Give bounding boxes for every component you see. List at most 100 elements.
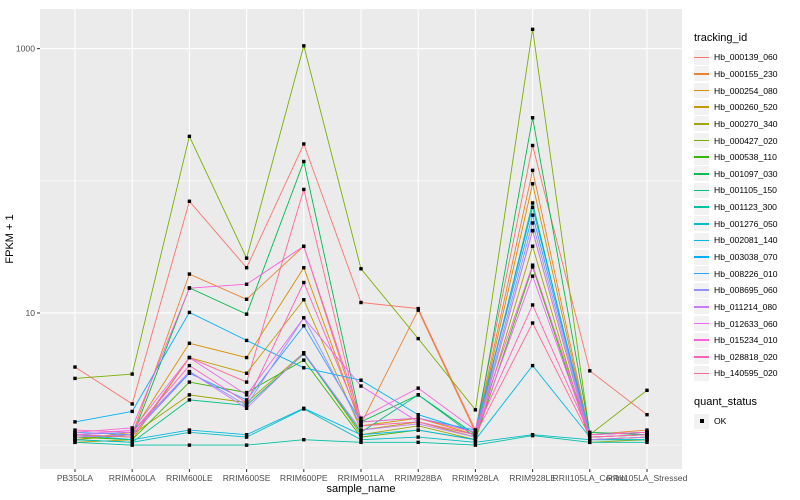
data-point — [130, 435, 134, 439]
legend-item: Hb_001105_150 — [694, 182, 798, 199]
data-point — [530, 221, 535, 225]
data-point — [302, 244, 306, 248]
data-point — [73, 376, 77, 381]
data-point — [473, 443, 478, 447]
legend-key-line-icon — [694, 99, 709, 115]
data-point — [645, 440, 649, 445]
legend-item: Hb_015234_010 — [694, 332, 798, 349]
data-point — [302, 324, 306, 328]
legend-key-line-icon — [694, 316, 709, 332]
data-point — [187, 310, 192, 315]
legend-item-label: Hb_000155_230 — [714, 68, 778, 79]
legend-key-line-icon — [694, 232, 709, 248]
data-point — [530, 363, 535, 368]
legend-key-line-icon — [694, 149, 709, 165]
legend-item-label: Hb_140595_020 — [714, 368, 778, 379]
data-point — [645, 430, 649, 435]
data-point — [473, 430, 478, 435]
data-point — [359, 430, 363, 435]
data-point — [588, 435, 592, 439]
data-point — [130, 440, 134, 445]
data-point — [530, 244, 535, 248]
data-point — [73, 428, 77, 432]
legend-item: Hb_000260_520 — [694, 99, 798, 116]
legend-title-tracking-id: tracking_id — [694, 32, 748, 44]
data-point — [530, 432, 535, 437]
data-point — [645, 435, 649, 439]
data-point — [359, 300, 363, 305]
data-point — [645, 428, 649, 432]
legend-key-line-icon — [694, 83, 709, 99]
data-point — [359, 422, 363, 426]
legend-item-label: Hb_015234_010 — [714, 335, 778, 346]
data-point — [645, 388, 649, 393]
data-point — [588, 440, 592, 445]
legend-item-label: Hb_001123_300 — [714, 202, 777, 213]
data-point — [302, 437, 306, 442]
data-point — [187, 199, 192, 203]
legend-key-line-icon — [694, 216, 709, 232]
x-tick-label: RRIM928LE — [509, 473, 556, 483]
data-point — [416, 386, 420, 390]
data-point — [302, 280, 306, 285]
legend-key-line-icon — [694, 49, 709, 65]
data-point — [187, 380, 192, 384]
legend-key-line-icon — [694, 116, 709, 132]
legend-key-line-icon — [694, 166, 709, 182]
legend-item: Hb_028818_020 — [694, 349, 798, 366]
data-point — [473, 437, 478, 442]
legend-item-label: Hb_000139_060 — [714, 52, 778, 63]
data-point — [530, 265, 535, 269]
data-point — [302, 358, 306, 362]
legend-key-line-icon — [694, 332, 709, 348]
data-point — [130, 402, 134, 406]
legend-key-line-icon — [694, 299, 709, 315]
data-point — [244, 432, 249, 437]
data-point — [244, 398, 249, 402]
data-point — [244, 406, 249, 411]
quant-legend-item-label: OK — [714, 416, 727, 427]
legend-item: Hb_008226_010 — [694, 265, 798, 282]
legend-item: Hb_003038_070 — [694, 249, 798, 266]
data-point — [416, 412, 420, 417]
data-point — [187, 286, 192, 290]
data-point — [530, 213, 535, 217]
legend-item: Hb_000538_110 — [694, 149, 798, 166]
data-point — [244, 266, 249, 270]
data-point — [588, 430, 592, 435]
legend-item-label: Hb_003038_070 — [714, 252, 778, 262]
x-axis-title: sample_name — [326, 483, 395, 495]
data-point — [645, 412, 649, 417]
legend-item-label: Hb_001097_030 — [714, 168, 778, 179]
x-tick-label: RRIM901LA — [338, 473, 385, 483]
data-point — [73, 437, 77, 442]
legend-item: Hb_000139_060 — [694, 49, 798, 66]
data-point — [187, 272, 192, 276]
data-point — [73, 420, 77, 424]
legend-items: Hb_000139_060 Hb_000155_230 Hb_000254_080 H… — [694, 49, 798, 382]
data-point — [244, 338, 249, 343]
data-point — [244, 393, 249, 397]
legend-item-label: Hb_012633_060 — [714, 318, 778, 329]
data-point — [130, 437, 134, 442]
x-tick-label: RRIM600PE — [280, 473, 328, 483]
data-point — [530, 274, 535, 278]
data-point — [302, 266, 306, 270]
data-point — [645, 432, 649, 437]
data-point — [244, 400, 249, 405]
legend-item: Hb_001276_050 — [694, 215, 798, 232]
y-axis-title: FPKM + 1 — [4, 214, 16, 263]
data-point — [130, 430, 134, 435]
data-point — [530, 303, 535, 307]
data-point — [359, 416, 363, 420]
data-point — [130, 428, 134, 432]
data-point — [244, 443, 249, 447]
data-point — [416, 440, 420, 445]
legend-item: Hb_011214_080 — [694, 299, 798, 316]
data-point — [473, 428, 478, 432]
data-point — [416, 422, 420, 426]
data-point — [359, 424, 363, 428]
data-point — [530, 205, 535, 210]
